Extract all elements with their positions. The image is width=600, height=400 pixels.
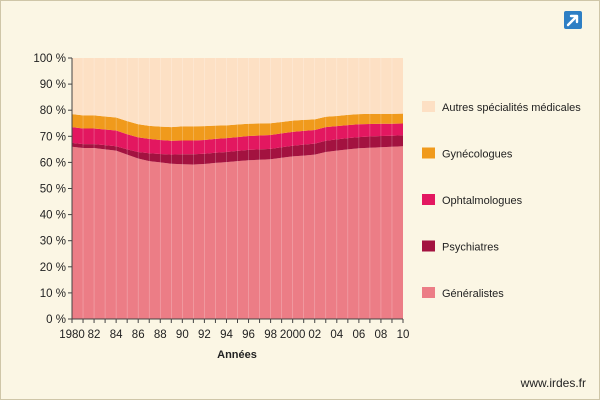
legend-item-ophtalmologues: Ophtalmologues — [422, 194, 523, 207]
legend-item-autres-specialites-medicales: Autres spécialités médicales — [422, 101, 581, 114]
y-tick-label: 100 % — [33, 53, 66, 65]
y-axis: 0 % 10 % 20 % 30 % 40 % 50 % 60 % 70 % 80 % 90 % 1… — [33, 53, 73, 326]
y-tick-label: 90 % — [40, 79, 66, 91]
y-tick-label: 10 % — [40, 288, 66, 300]
x-tick-label: 06 — [352, 329, 365, 341]
grid-layer — [82, 58, 393, 319]
y-tick-label: 60 % — [40, 157, 66, 169]
x-tick-label: 82 — [88, 329, 101, 341]
x-tick-label: 94 — [220, 329, 233, 341]
x-tick-label: 96 — [242, 329, 255, 341]
x-tick-label: 84 — [110, 329, 123, 341]
area-autres-specialites-medicales — [72, 58, 403, 128]
legend-label: Gynécologues — [442, 149, 513, 161]
legend-swatch — [422, 147, 435, 159]
x-tick-label: 08 — [375, 329, 388, 341]
legend-swatch — [422, 194, 435, 205]
source-link[interactable]: www.irdes.fr — [520, 376, 586, 390]
legend-swatch — [422, 287, 435, 298]
area-generalistes — [72, 146, 403, 319]
y-tick-label: 50 % — [40, 184, 66, 196]
x-tick-label: 86 — [132, 329, 145, 341]
y-tick-label: 30 % — [40, 236, 66, 248]
y-tick-label: 70 % — [40, 131, 66, 143]
x-tick-label: 04 — [330, 329, 343, 341]
y-tick-label: 40 % — [40, 210, 66, 222]
legend-label: Ophtalmologues — [442, 195, 523, 207]
x-tick-label: 88 — [154, 329, 167, 341]
legend-label: Généralistes — [442, 288, 504, 300]
x-tick-label: 90 — [176, 329, 189, 341]
legend-label: Psychiatres — [442, 242, 499, 254]
x-tick-label: 10 — [397, 329, 410, 341]
area-gynecologues — [72, 113, 403, 141]
x-tick-label: 98 — [264, 329, 277, 341]
legend-item-generalistes: Généralistes — [422, 287, 504, 300]
x-tick-label: 92 — [198, 329, 211, 341]
area-ophtalmologues — [72, 123, 403, 155]
y-tick-label: 80 % — [40, 105, 66, 117]
x-tick-label: 1980 — [59, 329, 85, 341]
legend-swatch — [422, 240, 435, 252]
x-tick-label: 02 — [308, 329, 321, 341]
y-tick-label: 0 % — [46, 314, 66, 326]
legend-item-psychiatres: Psychiatres — [422, 240, 499, 254]
area-psychiatres — [72, 135, 403, 165]
x-tick-label: 2000 — [280, 329, 306, 341]
x-axis-title: Années — [217, 349, 257, 361]
areas-layer — [72, 58, 403, 319]
legend: Autres spécialités médicales Gynécologues… — [422, 101, 581, 300]
x-axis: 1980 82 84 86 88 90 92 94 96 98 2000 02 04 06 08 10 — [59, 318, 410, 341]
expand-icon[interactable] — [563, 10, 583, 30]
legend-label: Autres spécialités médicales — [442, 102, 581, 114]
legend-item-gynecologues: Gynécologues — [422, 147, 513, 161]
legend-swatch — [422, 101, 435, 112]
y-tick-label: 20 % — [40, 262, 66, 274]
